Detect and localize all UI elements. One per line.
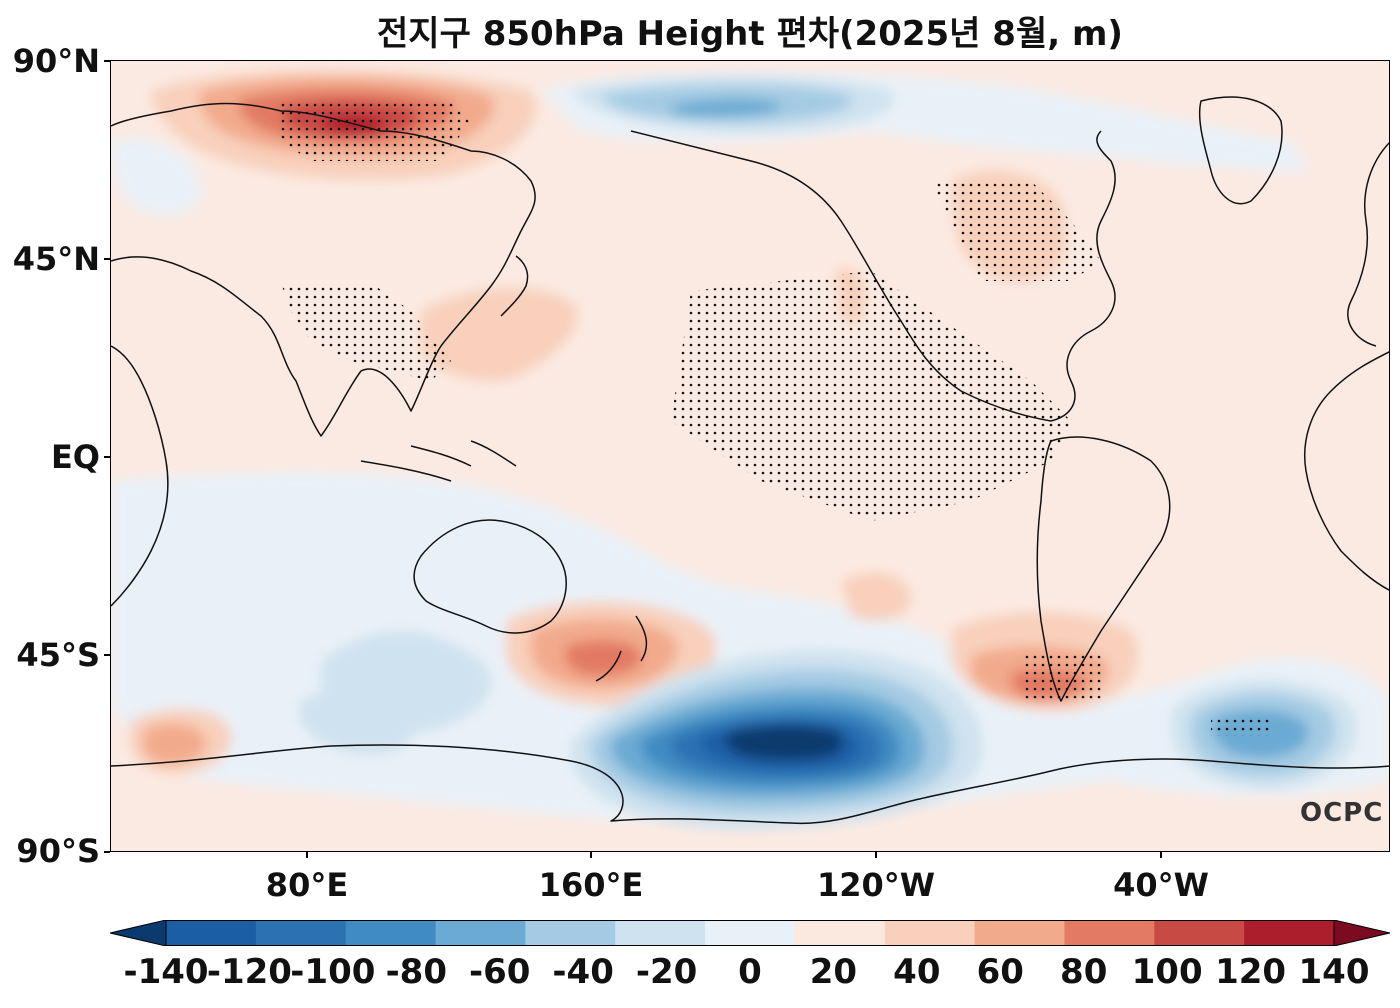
lon-label-160e: 160°E bbox=[538, 866, 644, 904]
coast-australia bbox=[413, 519, 567, 634]
colorbar-bin bbox=[974, 920, 1065, 946]
colorbar bbox=[110, 920, 1390, 946]
y-tick-90s bbox=[104, 851, 110, 853]
colorbar-tick-label: -20 bbox=[635, 952, 698, 992]
anomaly-region-tasman-positive-3 bbox=[565, 640, 642, 676]
colorbar-tick-label: 20 bbox=[809, 952, 858, 992]
coast-antarctica bbox=[111, 744, 1389, 825]
anomaly-region-nw-pacific-positive bbox=[421, 287, 578, 381]
ocpc-watermark: OCPC bbox=[1300, 798, 1384, 828]
coast-eurasia bbox=[111, 102, 536, 437]
lon-label-40w: 40°W bbox=[1113, 866, 1209, 904]
y-tick-90n bbox=[104, 60, 110, 62]
stipple-east-pacific bbox=[671, 271, 1071, 521]
lon-label-120w: 120°W bbox=[816, 866, 936, 904]
anomaly-region-south-indian-positive-2 bbox=[142, 723, 207, 764]
colorbar-tick-label: -40 bbox=[552, 952, 614, 992]
stipple-south-atlantic bbox=[1211, 716, 1271, 736]
lat-label-90n: 90°N bbox=[12, 42, 100, 80]
anomaly-map-panel bbox=[110, 60, 1390, 852]
coast-greenland bbox=[1198, 96, 1283, 205]
coastlines bbox=[111, 96, 1389, 825]
colorbar-tick-label: -60 bbox=[468, 952, 531, 992]
coast-new-zealand bbox=[595, 615, 648, 682]
colorbar-tick-label: 40 bbox=[893, 952, 941, 992]
colorbar-tick-label: 140 bbox=[1298, 952, 1370, 992]
anomaly-region-south-indian-negative-2 bbox=[298, 690, 413, 755]
x-tick-40w bbox=[1160, 852, 1162, 858]
stipple-siberia bbox=[281, 101, 471, 161]
coast-south-america bbox=[1036, 436, 1171, 702]
colorbar-extend-min bbox=[110, 920, 167, 946]
colorbar-tick-label: -120 bbox=[206, 952, 292, 992]
colorbar-extend-max bbox=[1333, 920, 1390, 946]
colorbar-tick-label: -80 bbox=[385, 952, 447, 992]
lat-label-eq: EQ bbox=[50, 438, 100, 476]
colorbar-bin bbox=[884, 920, 976, 946]
colorbar-bin bbox=[525, 920, 616, 946]
coast-west-africa-europe bbox=[1304, 351, 1389, 591]
significance-stippling bbox=[281, 101, 1271, 736]
anomaly-region-south-pacific-positive bbox=[841, 572, 911, 621]
colorbar-bin bbox=[166, 920, 257, 946]
stipple-canada bbox=[931, 181, 1101, 281]
colorbar-bin bbox=[705, 920, 796, 946]
colorbar-tick-label: 120 bbox=[1215, 952, 1287, 992]
coast-africa bbox=[111, 345, 169, 607]
coast-indonesia bbox=[360, 440, 517, 482]
anomaly-region-southern-ocean-negative bbox=[111, 472, 1389, 823]
colorbar-tick-label: 0 bbox=[738, 952, 762, 992]
coast-north-america bbox=[630, 130, 1116, 422]
colorbar-bin bbox=[1064, 920, 1155, 946]
y-tick-45s bbox=[104, 654, 110, 656]
x-tick-160e bbox=[590, 852, 592, 858]
anomaly-map bbox=[111, 61, 1389, 851]
colorbar-bin bbox=[1154, 920, 1245, 946]
colorbar-frame bbox=[165, 920, 1335, 946]
colorbar-bin bbox=[1244, 920, 1335, 946]
stipple-south-america bbox=[1021, 651, 1101, 701]
colorbar-bin bbox=[435, 920, 526, 946]
coast-europe bbox=[1347, 142, 1389, 347]
colorbar-bin bbox=[794, 920, 886, 946]
lon-label-80e: 80°E bbox=[265, 866, 349, 904]
y-tick-eq bbox=[104, 456, 110, 458]
colorbar-tick-label: -140 bbox=[123, 952, 209, 992]
colorbar-bin bbox=[255, 920, 347, 946]
colorbar-tick-label: -100 bbox=[290, 952, 376, 992]
anomaly-region-amundsen-negative-7 bbox=[725, 724, 843, 761]
lat-label-90s: 90°S bbox=[16, 832, 100, 870]
colorbar-tick-label: 100 bbox=[1131, 952, 1203, 992]
x-tick-80e bbox=[306, 852, 308, 858]
anomaly-region-siberia-negative bbox=[111, 138, 203, 215]
map-title: 전지구 850hPa Height 편차(2025년 8월, m) bbox=[377, 14, 1123, 54]
stipple-east-asia bbox=[281, 283, 451, 381]
lat-label-45n: 45°N bbox=[12, 240, 100, 278]
colorbar-tick-label: 60 bbox=[976, 952, 1024, 992]
y-tick-45n bbox=[104, 258, 110, 260]
colorbar-bin bbox=[615, 920, 706, 946]
coast-japan bbox=[500, 255, 529, 317]
x-tick-120w bbox=[875, 852, 877, 858]
lat-label-45s: 45°S bbox=[16, 636, 100, 674]
anomaly-region-arctic-negative-3 bbox=[670, 98, 782, 117]
colorbar-bin bbox=[345, 920, 437, 946]
colorbar-tick-label: 80 bbox=[1060, 952, 1108, 992]
